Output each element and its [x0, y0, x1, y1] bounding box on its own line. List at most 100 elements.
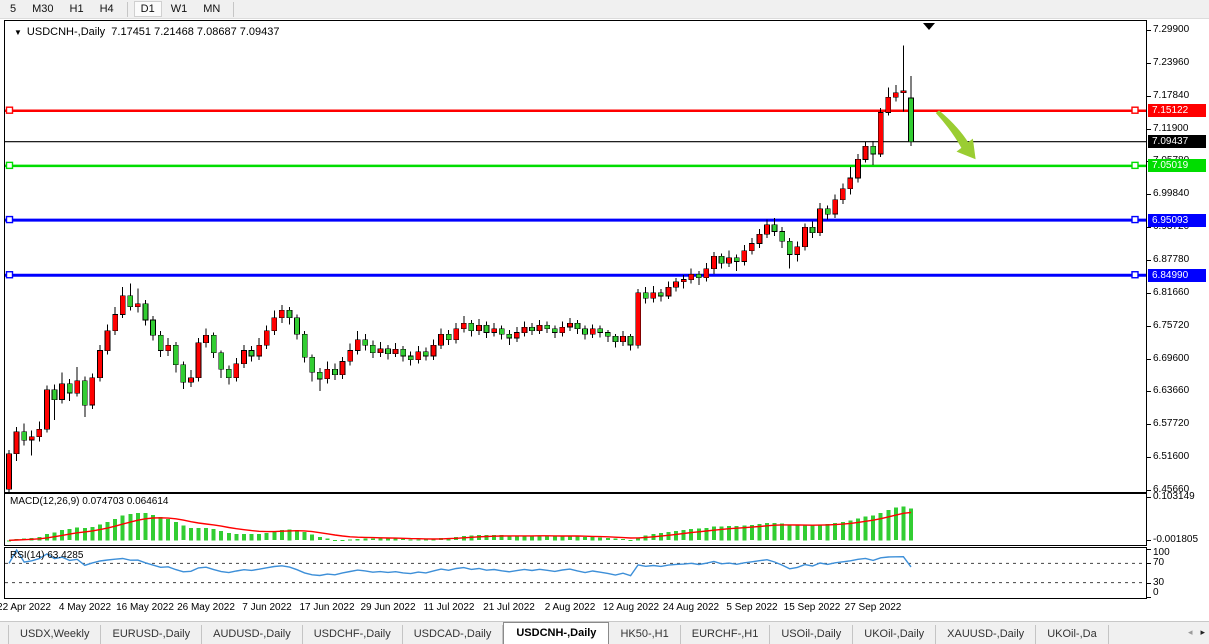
hline-handle[interactable]: [1131, 106, 1139, 114]
bear-candle: [809, 226, 816, 233]
axis-tick: [1147, 326, 1151, 327]
timeframe-button-H1[interactable]: H1: [69, 3, 84, 15]
bull-candle: [521, 326, 528, 333]
chart-tab-ukoil-da[interactable]: UKOil-,Da: [1036, 625, 1109, 644]
chart-tab-eurusd-daily[interactable]: EURUSD-,Daily: [101, 625, 203, 644]
hline-handle[interactable]: [5, 271, 14, 279]
bull-candle: [764, 224, 770, 235]
bear-candle: [385, 348, 391, 355]
candlestick-chart[interactable]: [5, 21, 1146, 492]
chart-tab-usdcad-daily[interactable]: USDCAD-,Daily: [403, 625, 504, 644]
timeframe-button-5[interactable]: 5: [10, 3, 17, 15]
bear-candle: [718, 255, 725, 264]
price-badge-6.95093: 6.95093: [1148, 214, 1206, 227]
price-badge-7.09437: 7.09437: [1148, 135, 1206, 148]
timeframe-button-M30[interactable]: M30: [32, 3, 54, 15]
bull-candle: [877, 112, 884, 155]
bull-candle: [536, 325, 543, 332]
hline-7.15122[interactable]: [5, 106, 1146, 114]
chart-title: ▼ USDCNH-,Daily 7.17451 7.21468 7.08687 7…: [14, 26, 280, 38]
hline-handle[interactable]: [5, 106, 14, 114]
bull-candle: [44, 389, 50, 430]
bear-candle: [445, 333, 452, 341]
bull-candle: [112, 314, 118, 332]
chart-tab-usdx-weekly[interactable]: USDX,Weekly: [8, 625, 102, 644]
price-axis-label: 6.75720: [1153, 319, 1190, 331]
bear-candle: [529, 326, 535, 332]
chart-tab-usdcnh-daily[interactable]: USDCNH-,Daily: [503, 622, 610, 644]
date-label: 7 Jun 2022: [242, 602, 292, 613]
bear-candle: [407, 355, 414, 361]
bear-candle: [786, 240, 793, 255]
hline-handle[interactable]: [1131, 271, 1139, 279]
symbol-dropdown-icon[interactable]: ▼: [14, 28, 22, 37]
chart-tab-hk50-h1[interactable]: HK50-,H1: [609, 625, 681, 644]
date-label: 5 Sep 2022: [726, 602, 778, 613]
hline-7.05019[interactable]: [5, 161, 1146, 170]
bear-candle: [180, 364, 187, 383]
timeframe-toolbar: 5 M30 H1 H4 D1 W1 MN: [0, 0, 1209, 19]
chart-tab-usdchf-daily[interactable]: USDCHF-,Daily: [303, 625, 403, 644]
axis-tick: [1147, 129, 1151, 130]
axis-tick: [1147, 583, 1151, 584]
hline-handle[interactable]: [5, 215, 14, 224]
bear-candle: [218, 352, 225, 370]
tab-scroll-right-icon[interactable]: ▸: [1200, 627, 1205, 637]
sell-arrow-annotation[interactable]: [935, 110, 976, 160]
rsi-indicator-pane[interactable]: [4, 547, 1147, 599]
hline-handle[interactable]: [5, 161, 14, 170]
macd-name: MACD(12,26,9): [10, 496, 80, 507]
bull-candle: [748, 243, 755, 251]
bear-candle: [210, 334, 217, 354]
date-label: 24 Aug 2022: [662, 602, 720, 613]
hline-6.84990[interactable]: [5, 271, 1146, 279]
bull-candle: [794, 246, 801, 255]
bull-candle: [233, 363, 240, 379]
axis-tick: [1147, 194, 1151, 195]
timeframe-button-MN[interactable]: MN: [203, 3, 221, 15]
chart-tab-audusd-daily[interactable]: AUDUSD-,Daily: [202, 625, 303, 644]
toolbar-separator: [126, 1, 128, 17]
bear-candle: [870, 145, 876, 155]
axis-tick: [1147, 30, 1151, 31]
bull-candle: [514, 332, 520, 339]
macd-indicator-pane[interactable]: [4, 493, 1147, 546]
timeframe-button-H4[interactable]: H4: [99, 3, 114, 15]
hline-handle[interactable]: [1131, 161, 1139, 170]
timeframe-button-W1[interactable]: W1: [170, 3, 188, 15]
axis-tick: [1147, 227, 1151, 228]
price-axis: 7.299007.239607.178407.119007.057806.998…: [1147, 0, 1209, 644]
rsi-value: 63.4285: [47, 550, 84, 561]
chart-ohlc-values: 7.17451 7.21468 7.08687 7.09437: [111, 26, 280, 38]
bull-candle: [430, 344, 437, 357]
bull-candle: [635, 292, 641, 346]
macd-axis-label: 0.103149: [1153, 491, 1195, 502]
bull-candle: [438, 333, 444, 346]
axis-tick: [1147, 597, 1151, 598]
chart-tab-xauusd-daily[interactable]: XAUUSD-,Daily: [936, 625, 1037, 644]
bar-marker-icon[interactable]: [923, 23, 935, 30]
bull-candle: [28, 436, 35, 441]
bull-candle: [589, 328, 596, 335]
bull-candle: [415, 351, 422, 361]
date-label: 26 May 2022: [177, 602, 235, 613]
candle-series: [6, 45, 914, 492]
price-axis-label: 7.23960: [1153, 56, 1190, 68]
chart-tab-eurchf-h1[interactable]: EURCHF-,H1: [681, 625, 771, 644]
price-axis-label: 6.51600: [1153, 451, 1190, 463]
price-axis-label: 7.17840: [1153, 89, 1190, 101]
price-chart-pane[interactable]: [4, 20, 1147, 493]
chart-tab-ukoil-daily[interactable]: UKOil-,Daily: [853, 625, 937, 644]
hline-handle[interactable]: [1131, 215, 1139, 224]
axis-tick: [1147, 549, 1151, 550]
bear-candle: [582, 328, 588, 335]
price-axis-label: 6.63660: [1153, 385, 1190, 397]
timeframe-button-D1[interactable]: D1: [133, 1, 162, 17]
macd-signal-line: [8, 511, 912, 541]
bear-candle: [544, 325, 551, 330]
price-badge-7.05019: 7.05019: [1148, 159, 1206, 172]
hline-6.95093[interactable]: [5, 215, 1146, 224]
chart-tab-usoil-daily[interactable]: USOil-,Daily: [770, 625, 854, 644]
tab-scroll-left-icon[interactable]: ◂: [1187, 627, 1193, 637]
bull-candle: [6, 453, 12, 490]
